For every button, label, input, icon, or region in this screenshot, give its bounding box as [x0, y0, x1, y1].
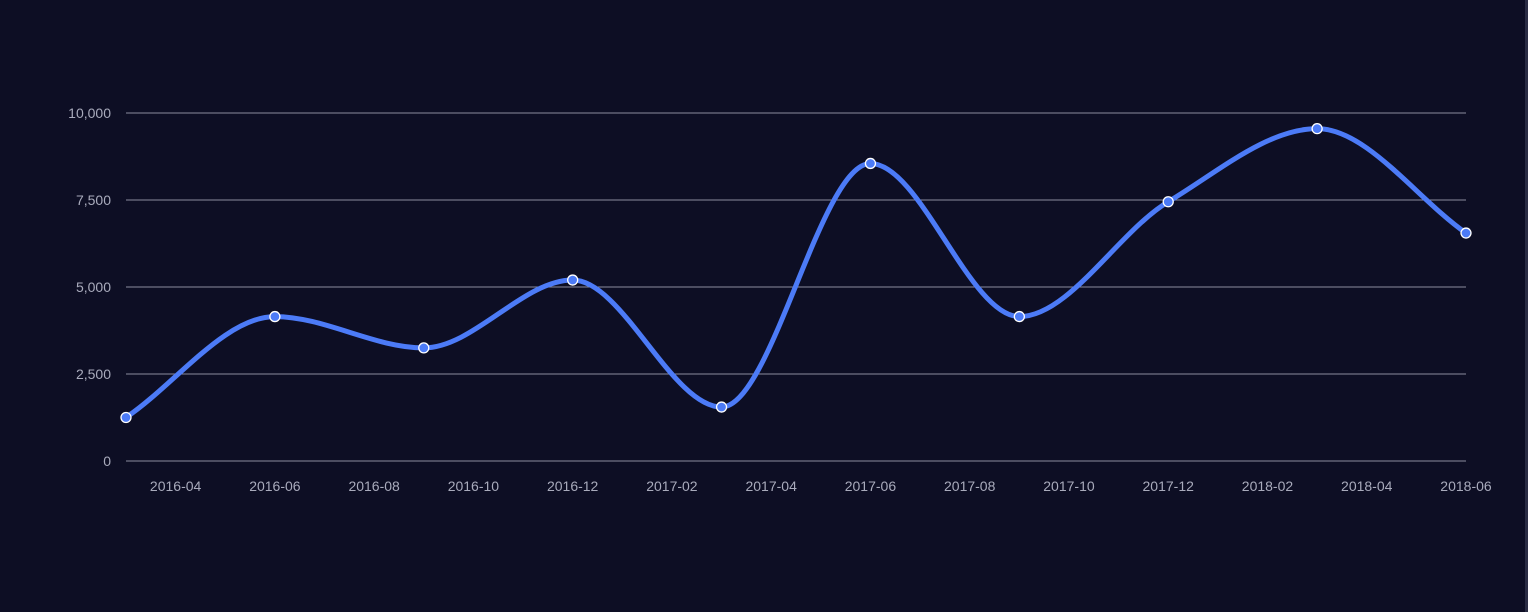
x-tick-label: 2017-12 — [1143, 478, 1195, 494]
y-tick-label: 2,500 — [76, 366, 111, 382]
x-axis-ticks: 2016-04 2016-06 2016-08 2016-10 2016-12 2017-… — [150, 478, 1492, 494]
x-tick-label: 2018-06 — [1440, 478, 1492, 494]
x-tick-label: 2016-04 — [150, 478, 202, 494]
data-point — [715, 401, 728, 413]
y-tick-label: 0 — [103, 453, 111, 469]
x-tick-label: 2016-12 — [547, 478, 599, 494]
scrollbar-edge — [1525, 0, 1528, 612]
data-point — [120, 411, 132, 424]
x-tick-label: 2018-02 — [1242, 478, 1294, 494]
series-line-group — [123, 126, 1469, 420]
data-point — [1460, 227, 1472, 239]
y-tick-label: 10,000 — [68, 105, 111, 121]
data-point — [1013, 310, 1025, 323]
data-point — [567, 274, 579, 286]
data-point — [1311, 123, 1323, 135]
y-tick-label: 7,500 — [76, 192, 111, 208]
data-point — [269, 310, 281, 323]
x-tick-label: 2016-10 — [448, 478, 500, 494]
x-tick-label: 2017-06 — [845, 478, 897, 494]
x-tick-label: 2016-08 — [348, 478, 400, 494]
data-point — [418, 342, 430, 354]
x-tick-label: 2017-10 — [1043, 478, 1095, 494]
x-tick-label: 2017-08 — [944, 478, 996, 494]
y-tick-label: 5,000 — [76, 279, 111, 295]
data-points — [120, 123, 1472, 424]
x-tick-label: 2017-04 — [745, 478, 797, 494]
series-line — [123, 126, 1469, 420]
x-tick-label: 2017-02 — [646, 478, 698, 494]
data-point — [1162, 196, 1174, 208]
x-tick-label: 2018-04 — [1341, 478, 1393, 494]
y-axis-ticks: 0 2,500 5,000 7,500 10,000 — [68, 105, 111, 469]
x-tick-label: 2016-06 — [249, 478, 301, 494]
data-point — [864, 157, 877, 170]
